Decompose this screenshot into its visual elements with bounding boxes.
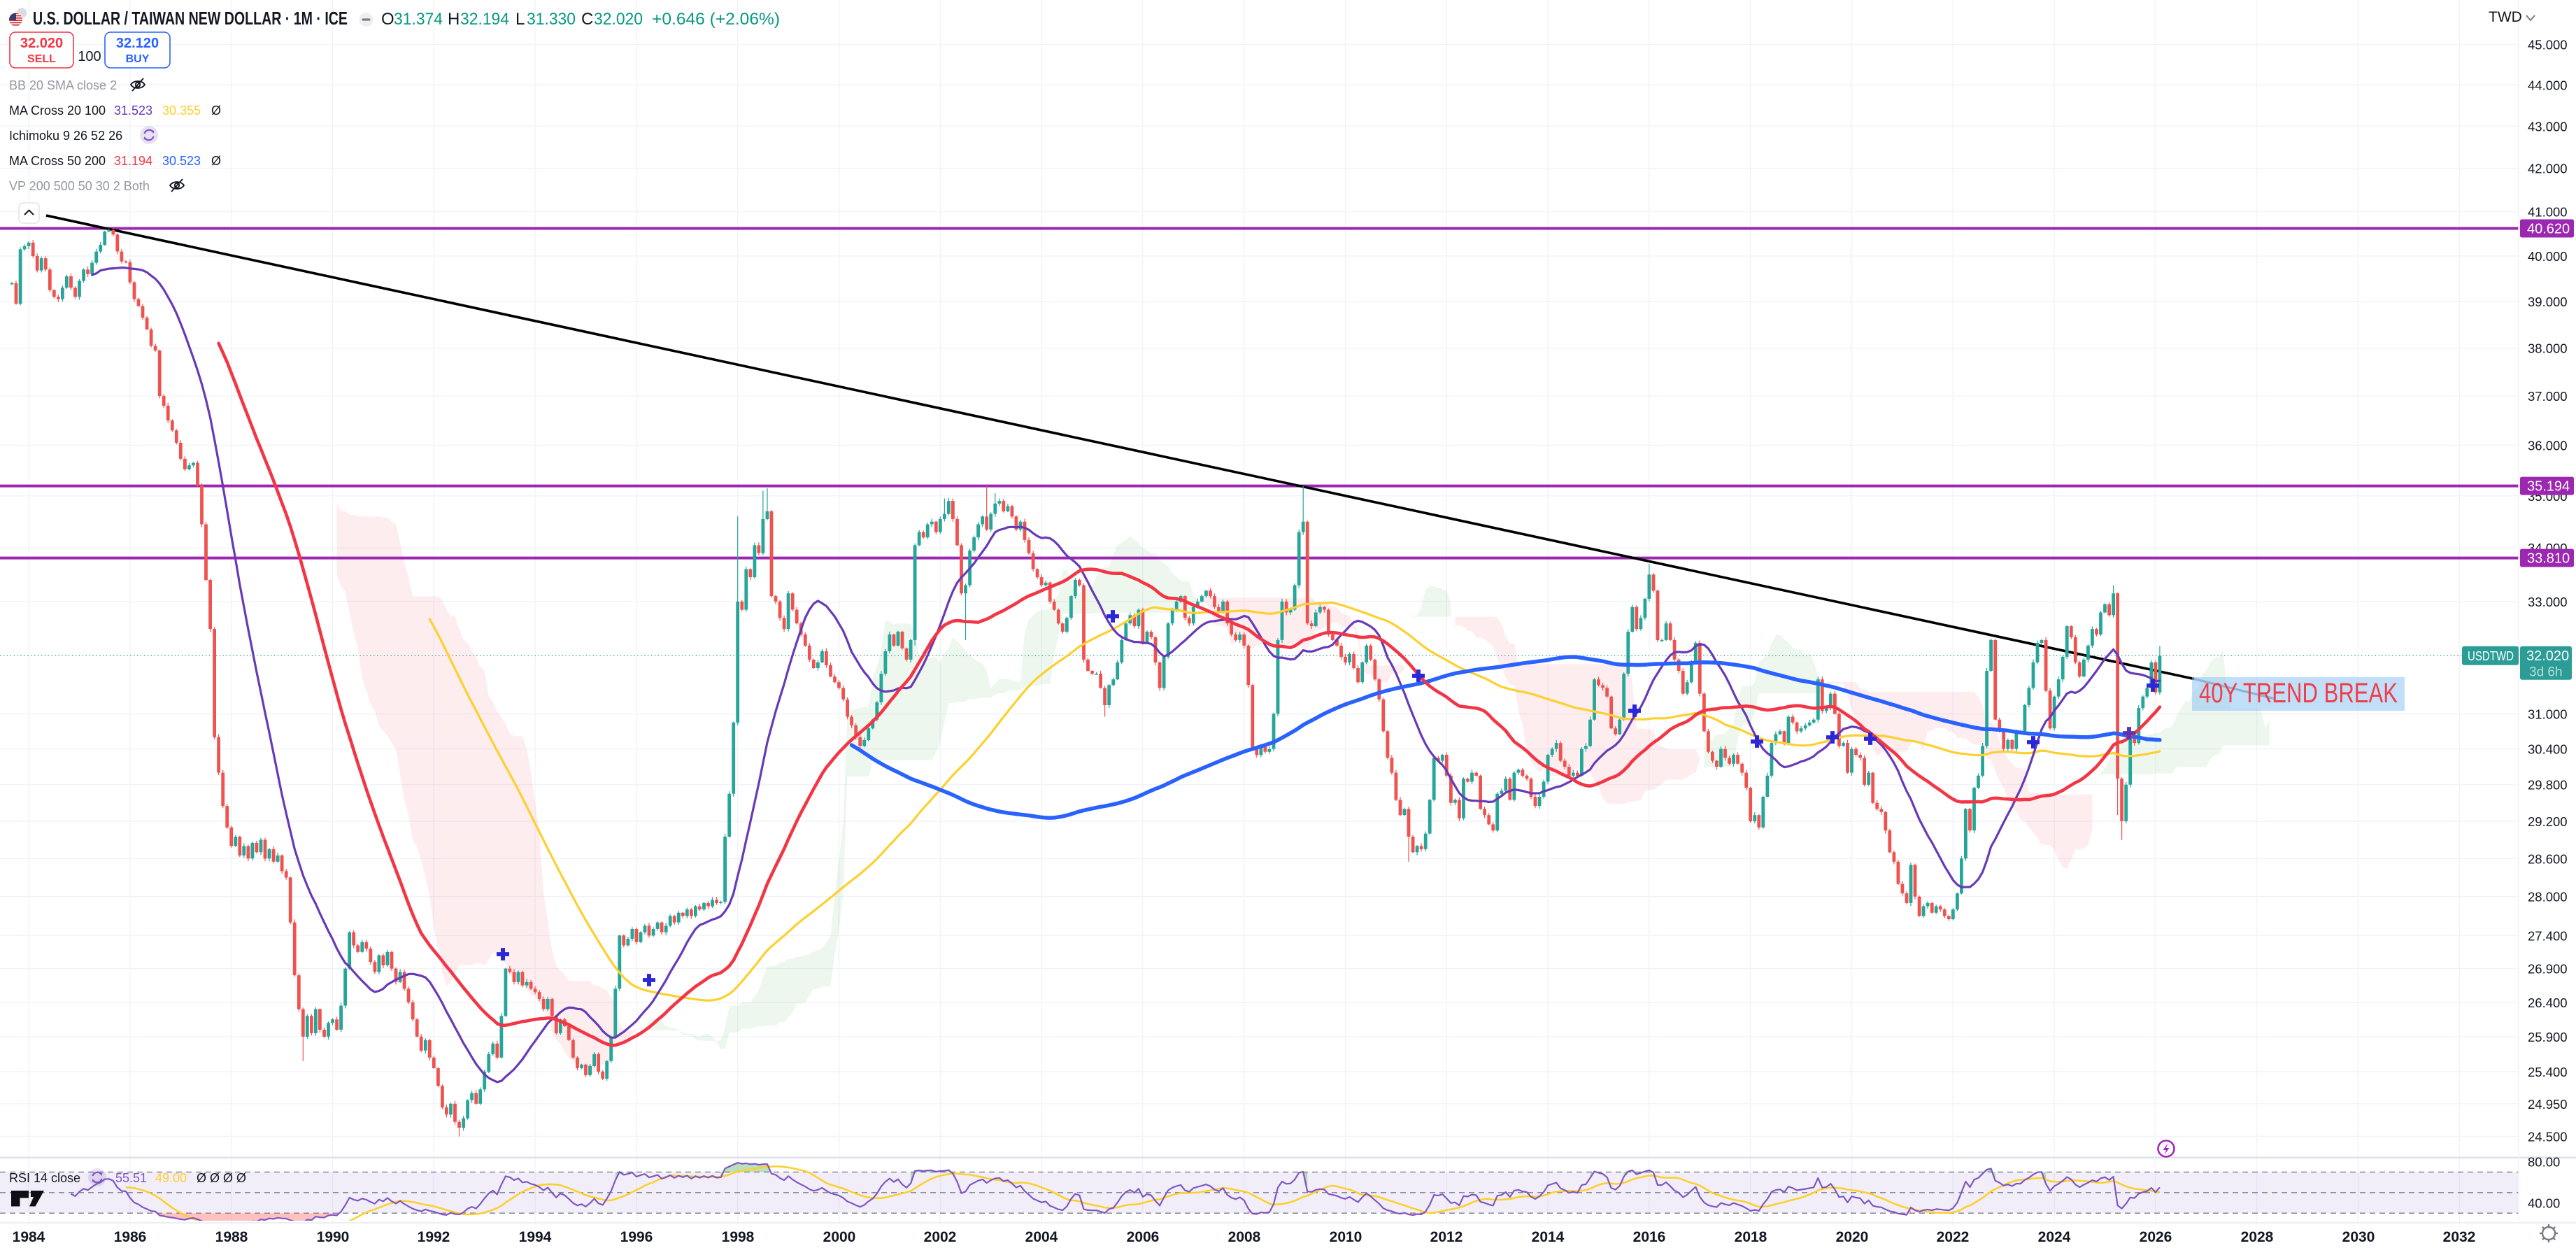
svg-text:USDTWD: USDTWD bbox=[2468, 649, 2514, 663]
svg-text:36.000: 36.000 bbox=[2528, 439, 2568, 453]
svg-text:33.810: 33.810 bbox=[2527, 551, 2570, 567]
svg-text:Ichimoku 9 26 52 26: Ichimoku 9 26 52 26 bbox=[9, 129, 122, 143]
svg-text:55.51: 55.51 bbox=[115, 1171, 147, 1185]
svg-text:27.400: 27.400 bbox=[2528, 928, 2568, 943]
svg-text:VP 200 500 50 30 2 Both: VP 200 500 50 30 2 Both bbox=[9, 179, 150, 193]
svg-text:31.330: 31.330 bbox=[527, 10, 576, 29]
svg-text:31.374: 31.374 bbox=[394, 10, 443, 29]
svg-text:31.000: 31.000 bbox=[2528, 707, 2568, 721]
svg-text:32.120: 32.120 bbox=[116, 36, 159, 51]
svg-text:2022: 2022 bbox=[1937, 1229, 1970, 1245]
svg-text:+0.646 (+2.06%): +0.646 (+2.06%) bbox=[652, 10, 780, 29]
svg-text:2018: 2018 bbox=[1735, 1229, 1767, 1245]
svg-text:Ø: Ø bbox=[211, 104, 221, 118]
svg-text:Ø Ø Ø Ø: Ø Ø Ø Ø bbox=[197, 1171, 246, 1185]
svg-text:MA Cross 50 200: MA Cross 50 200 bbox=[9, 154, 106, 168]
svg-text:1992: 1992 bbox=[418, 1229, 450, 1245]
svg-text:2026: 2026 bbox=[2140, 1229, 2172, 1245]
svg-text:2030: 2030 bbox=[2342, 1229, 2375, 1245]
svg-text:Ø: Ø bbox=[211, 154, 221, 168]
svg-text:37.000: 37.000 bbox=[2528, 389, 2568, 404]
svg-text:40.620: 40.620 bbox=[2527, 222, 2570, 237]
svg-text:2012: 2012 bbox=[1430, 1229, 1463, 1245]
svg-text:43.000: 43.000 bbox=[2528, 119, 2568, 134]
svg-text:25.400: 25.400 bbox=[2528, 1065, 2568, 1079]
svg-text:26.400: 26.400 bbox=[2528, 995, 2568, 1010]
svg-text:25.900: 25.900 bbox=[2528, 1030, 2568, 1044]
svg-text:31.194: 31.194 bbox=[114, 154, 152, 168]
svg-text:O: O bbox=[381, 10, 394, 29]
svg-text:42.000: 42.000 bbox=[2528, 162, 2568, 176]
svg-text:40.000: 40.000 bbox=[2528, 249, 2568, 264]
svg-text:TWD: TWD bbox=[2489, 9, 2522, 25]
svg-text:45.000: 45.000 bbox=[2528, 38, 2568, 52]
svg-text:32.194: 32.194 bbox=[460, 10, 509, 29]
svg-text:30.400: 30.400 bbox=[2528, 742, 2568, 757]
svg-text:100: 100 bbox=[78, 49, 101, 64]
svg-text:1986: 1986 bbox=[114, 1229, 147, 1245]
svg-text:2020: 2020 bbox=[1836, 1229, 1869, 1245]
svg-text:49.00: 49.00 bbox=[155, 1171, 187, 1185]
svg-text:26.900: 26.900 bbox=[2528, 962, 2568, 977]
svg-text:39.000: 39.000 bbox=[2528, 295, 2568, 309]
svg-text:28.000: 28.000 bbox=[2528, 890, 2568, 905]
svg-text:2006: 2006 bbox=[1127, 1229, 1160, 1245]
svg-text:1990: 1990 bbox=[317, 1229, 350, 1245]
svg-text:RSI 14 close: RSI 14 close bbox=[9, 1171, 80, 1185]
svg-text:L: L bbox=[515, 10, 525, 29]
svg-text:2032: 2032 bbox=[2443, 1229, 2476, 1245]
svg-text:24.500: 24.500 bbox=[2528, 1130, 2568, 1144]
svg-text:44.000: 44.000 bbox=[2528, 78, 2568, 92]
svg-text:BB 20 SMA close 2: BB 20 SMA close 2 bbox=[9, 78, 117, 92]
svg-text:33.000: 33.000 bbox=[2528, 595, 2568, 609]
svg-text:38.000: 38.000 bbox=[2528, 341, 2568, 356]
svg-text:29.200: 29.200 bbox=[2528, 814, 2568, 829]
svg-text:2028: 2028 bbox=[2241, 1229, 2274, 1245]
svg-text:2002: 2002 bbox=[924, 1229, 957, 1245]
svg-text:41.000: 41.000 bbox=[2528, 205, 2568, 220]
svg-text:32.020: 32.020 bbox=[20, 36, 63, 51]
svg-text:U.S. DOLLAR / TAIWAN NEW DOLLA: U.S. DOLLAR / TAIWAN NEW DOLLAR · 1M · I… bbox=[33, 8, 348, 29]
svg-text:28.600: 28.600 bbox=[2528, 851, 2568, 866]
svg-text:1996: 1996 bbox=[620, 1229, 653, 1245]
svg-text:29.800: 29.800 bbox=[2528, 778, 2568, 793]
svg-text:30.523: 30.523 bbox=[162, 154, 201, 168]
svg-text:3d 6h: 3d 6h bbox=[2529, 665, 2563, 679]
svg-text:2016: 2016 bbox=[1633, 1229, 1666, 1245]
svg-text:H: H bbox=[448, 10, 460, 29]
svg-text:SELL: SELL bbox=[27, 53, 56, 65]
svg-text:40Y TREND BREAK: 40Y TREND BREAK bbox=[2199, 678, 2398, 709]
svg-text:32.020: 32.020 bbox=[2526, 648, 2569, 664]
svg-text:31.523: 31.523 bbox=[114, 104, 152, 118]
svg-text:40.00: 40.00 bbox=[2528, 1196, 2560, 1211]
svg-text:24.950: 24.950 bbox=[2528, 1097, 2568, 1112]
svg-text:2008: 2008 bbox=[1228, 1229, 1261, 1245]
svg-text:2014: 2014 bbox=[1532, 1229, 1565, 1245]
svg-text:1988: 1988 bbox=[215, 1229, 248, 1245]
svg-text:1984: 1984 bbox=[13, 1229, 45, 1245]
svg-text:2010: 2010 bbox=[1330, 1229, 1362, 1245]
svg-text:2024: 2024 bbox=[2038, 1229, 2071, 1245]
svg-text:80.00: 80.00 bbox=[2528, 1155, 2560, 1170]
svg-text:32.020: 32.020 bbox=[594, 10, 643, 29]
svg-text:1994: 1994 bbox=[519, 1229, 552, 1245]
svg-text:35.194: 35.194 bbox=[2527, 479, 2570, 495]
svg-text:1998: 1998 bbox=[722, 1229, 755, 1245]
svg-text:2004: 2004 bbox=[1025, 1229, 1058, 1245]
svg-text:2000: 2000 bbox=[823, 1229, 856, 1245]
svg-text:C: C bbox=[581, 10, 593, 29]
svg-text:MA Cross 20 100: MA Cross 20 100 bbox=[9, 104, 106, 118]
svg-text:BUY: BUY bbox=[126, 53, 150, 65]
svg-text:30.355: 30.355 bbox=[162, 104, 201, 118]
